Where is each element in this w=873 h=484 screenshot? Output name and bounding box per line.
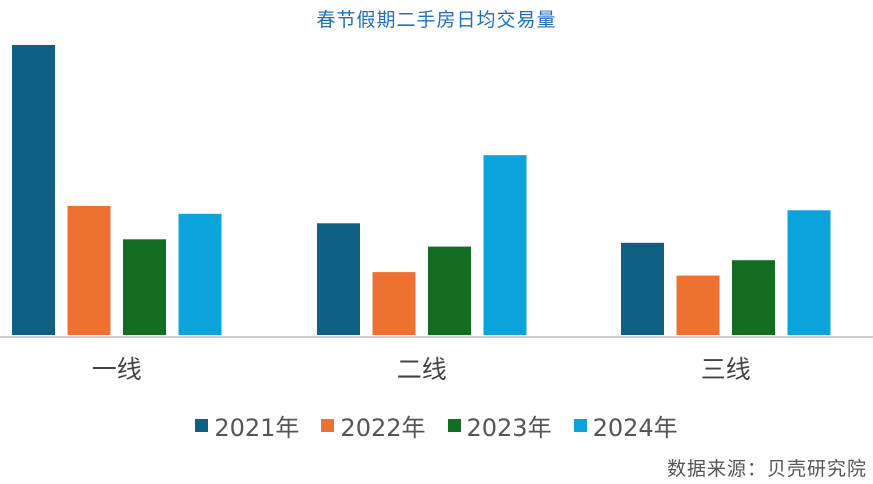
legend-item-2021: 2021年	[195, 408, 299, 443]
legend-label-2021: 2021年	[214, 414, 300, 442]
bar-2024年-二线	[483, 155, 527, 335]
bar-2022年-一线	[67, 205, 111, 335]
category-label-二线: 二线	[397, 355, 447, 384]
legend-item-2024: 2024年	[573, 408, 678, 443]
legend-label-2023: 2023年	[466, 414, 552, 442]
category-labels: 一线 二线 三线	[92, 355, 751, 384]
category-label-一线: 一线	[92, 355, 142, 384]
legend-label-2022: 2022年	[340, 414, 426, 442]
legend-item-2023: 2023年	[447, 408, 552, 443]
bar-2023年-二线	[428, 246, 471, 336]
legend-label-2024: 2024年	[592, 414, 678, 442]
bars-layer	[12, 45, 831, 336]
legend-swatch-2024	[573, 419, 587, 432]
chart-title: 春节假期二手房日均交易量	[316, 9, 557, 31]
bar-2021年-三线	[621, 242, 664, 335]
bar-2023年-一线	[123, 239, 166, 335]
category-label-三线: 三线	[701, 355, 751, 384]
legend-swatch-2021	[195, 419, 209, 432]
source-note: 数据来源：贝壳研究院	[666, 458, 867, 480]
bar-2022年-三线	[676, 275, 720, 335]
legend-item-2022: 2022年	[321, 408, 426, 443]
bar-2024年-三线	[787, 210, 831, 335]
legend-swatch-2023	[447, 419, 461, 432]
bar-2024年-一线	[178, 213, 222, 335]
legend: 2021年 2022年 2023年 2024年	[0, 408, 873, 443]
bar-2021年-二线	[317, 223, 360, 335]
bar-2022年-二线	[372, 272, 416, 335]
bar-chart: 一线 二线 三线	[0, 45, 873, 384]
legend-swatch-2022	[321, 419, 335, 432]
bar-2023年-三线	[732, 260, 775, 335]
bar-2021年-一线	[12, 45, 55, 335]
